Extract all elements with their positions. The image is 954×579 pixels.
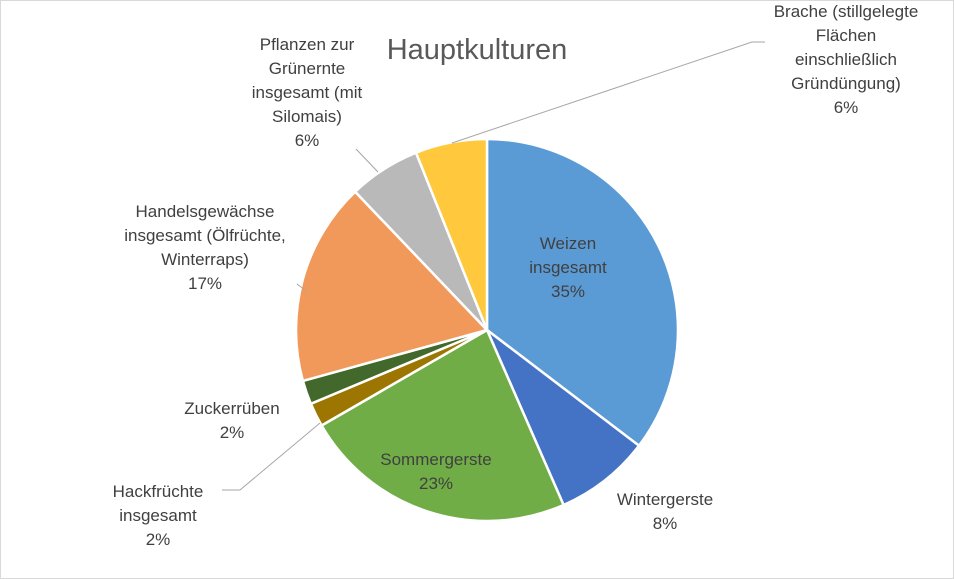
- data-label: Handelsgewächse insgesamt (Ölfrüchte, Wi…: [110, 200, 300, 296]
- pie-slice: [485, 137, 680, 448]
- label-name: Handelsgewächse insgesamt (Ölfrüchte, Wi…: [124, 202, 286, 269]
- chart-title: Hauptkulturen: [386, 34, 568, 66]
- data-label: Pflanzen zur Grünernte insgesamt (mit Si…: [232, 33, 382, 153]
- label-value: 6%: [294, 131, 320, 150]
- label-value: 2%: [145, 530, 171, 549]
- pie-slice: [294, 189, 490, 383]
- data-label: Sommergerste 23%: [351, 448, 521, 496]
- label-name: Zuckerrüben: [184, 399, 280, 418]
- pie-slice: [319, 328, 566, 523]
- slices: [294, 137, 680, 523]
- data-label: Wintergerste 8%: [600, 488, 730, 536]
- data-label: Weizen insgesamt 35%: [508, 232, 628, 304]
- pie-slice: [483, 326, 641, 507]
- data-label: Hackfrüchte insgesamt 2%: [88, 480, 228, 552]
- leader-lines: [222, 41, 765, 491]
- label-value: 2%: [219, 423, 245, 442]
- data-label: Zuckerrüben 2%: [162, 397, 302, 445]
- label-name: Weizen insgesamt: [529, 234, 607, 277]
- label-value: 6%: [833, 98, 859, 117]
- label-name: Hackfrüchte insgesamt: [112, 482, 204, 525]
- leader-line: [451, 41, 765, 144]
- leader-line: [222, 422, 321, 491]
- data-label: Brache (stillgelegte Flächen einschließl…: [771, 0, 921, 120]
- label-name: Wintergerste: [616, 490, 714, 509]
- label-name: Sommergerste: [380, 450, 492, 469]
- label-value: 17%: [187, 274, 223, 293]
- label-name: Pflanzen zur Grünernte insgesamt (mit Si…: [251, 35, 363, 126]
- leader-line: [296, 283, 306, 291]
- label-value: 8%: [652, 514, 678, 533]
- leader-line: [355, 148, 379, 173]
- label-name: Brache (stillgelegte Flächen einschließl…: [773, 2, 919, 93]
- label-value: 35%: [550, 282, 586, 301]
- label-value: 23%: [418, 474, 454, 493]
- pie-slice: [414, 137, 489, 331]
